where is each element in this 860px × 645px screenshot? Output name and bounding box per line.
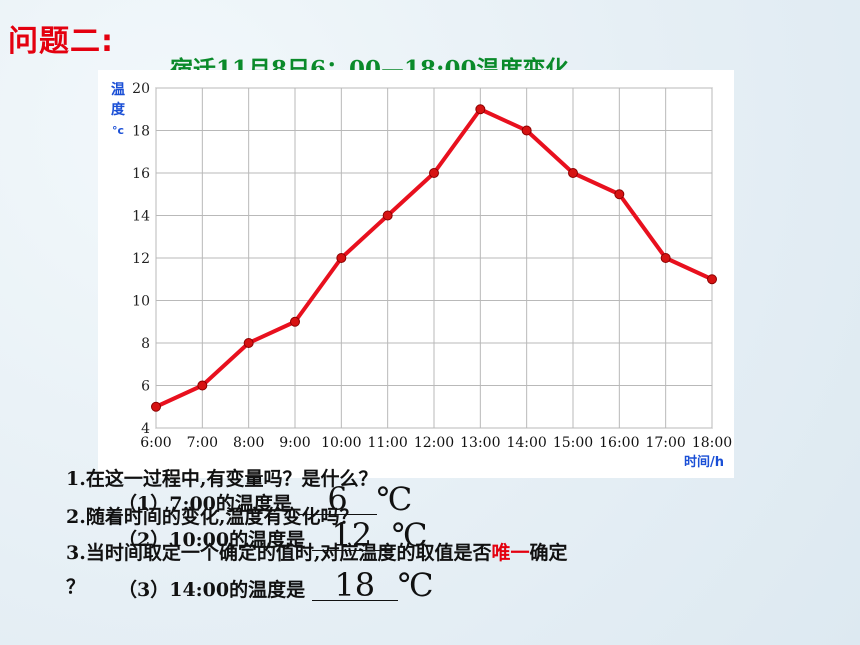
line-chart: 4 6 8 10 12 14 16 18 20 6:00 7:00 8:00 9:00 10:00 11:0… <box>111 81 732 470</box>
y-tick-label: 18 <box>132 124 150 140</box>
subquestion-3-unit: ℃ <box>397 566 434 604</box>
question-3-prefix: 3.当时间取定一个确定的值时,对应温度的取值是否 <box>66 542 492 564</box>
subquestion-1: （1）7:00的温度是 6 ℃ <box>118 480 412 518</box>
y-axis-label: 度 <box>111 101 126 118</box>
chart-panel: 4 6 8 10 12 14 16 18 20 6:00 7:00 8:00 9:00 10:00 11:0… <box>98 70 734 478</box>
x-tick-label: 11:00 <box>367 435 407 451</box>
y-tick-label: 16 <box>132 166 150 182</box>
subquestion-3-label: （3）14:00的温度是 <box>118 579 306 601</box>
subquestion-1-answer: 6 <box>298 483 377 515</box>
x-tick-label: 9:00 <box>279 435 310 451</box>
slide-heading: 问题二: <box>8 24 114 59</box>
y-tick-label: 20 <box>132 81 150 97</box>
question-3-highlight: 唯一 <box>491 542 530 564</box>
y-tick-label: 8 <box>141 336 150 352</box>
data-point <box>429 168 439 178</box>
x-tick-label: 6:00 <box>140 435 171 451</box>
data-point <box>521 125 532 136</box>
x-tick-label: 17:00 <box>645 435 685 451</box>
subquestion-3: （3）14:00的温度是 18 ℃ <box>118 566 434 604</box>
x-tick-label: 18:00 <box>692 435 732 451</box>
x-tick-label: 12:00 <box>414 435 454 451</box>
x-tick-label: 14:00 <box>506 435 546 451</box>
x-tick-label: 13:00 <box>460 435 500 451</box>
x-tick-label: 10:00 <box>321 435 361 451</box>
data-point <box>614 189 625 200</box>
subquestion-2-label: （2）10:00的温度是 <box>118 529 306 551</box>
data-point <box>660 253 671 263</box>
subquestion-2-unit: ℃ <box>391 516 428 554</box>
data-point <box>707 274 717 285</box>
subquestion-3-answer: 18 <box>311 569 398 601</box>
question-3-suffix: 确定 <box>529 542 568 564</box>
y-tick-label: 6 <box>141 379 150 395</box>
data-point <box>151 401 161 412</box>
y-tick-label: 10 <box>132 294 150 310</box>
question-2: 2.随着时间的变化,温度有变化吗？ <box>66 506 359 528</box>
y-tick-label: 14 <box>132 209 150 225</box>
x-tick-label: 15:00 <box>553 435 593 451</box>
question-3-mark: ？ <box>66 576 86 598</box>
x-tick-label: 8:00 <box>233 435 264 451</box>
y-tick-label: 4 <box>141 421 150 437</box>
question-3: 3.当时间取定一个确定的值时,对应温度的取值是否唯一确定 <box>66 538 567 565</box>
x-axis-label: 时间/h <box>684 454 724 470</box>
data-point <box>568 168 578 178</box>
x-tick-label: 7:00 <box>187 435 218 451</box>
y-axis-label: °c <box>112 124 124 137</box>
subquestion-2-answer: 12 <box>311 519 392 551</box>
y-tick-label: 12 <box>132 251 150 267</box>
subquestion-2: （2）10:00的温度是 12 ℃ <box>118 516 428 554</box>
subquestion-1-label: （1）7:00的温度是 <box>118 493 292 515</box>
data-point <box>197 380 208 391</box>
x-tick-label: 16:00 <box>599 435 639 451</box>
data-point <box>290 316 300 327</box>
data-point <box>336 253 347 263</box>
question-1: 1.在这一过程中,有变量吗？是什么？ <box>66 468 378 490</box>
data-point <box>475 104 486 115</box>
y-axis-label: 温 <box>111 82 125 98</box>
data-point <box>243 338 254 348</box>
data-point <box>382 210 393 221</box>
subquestion-1-unit: ℃ <box>376 480 413 518</box>
